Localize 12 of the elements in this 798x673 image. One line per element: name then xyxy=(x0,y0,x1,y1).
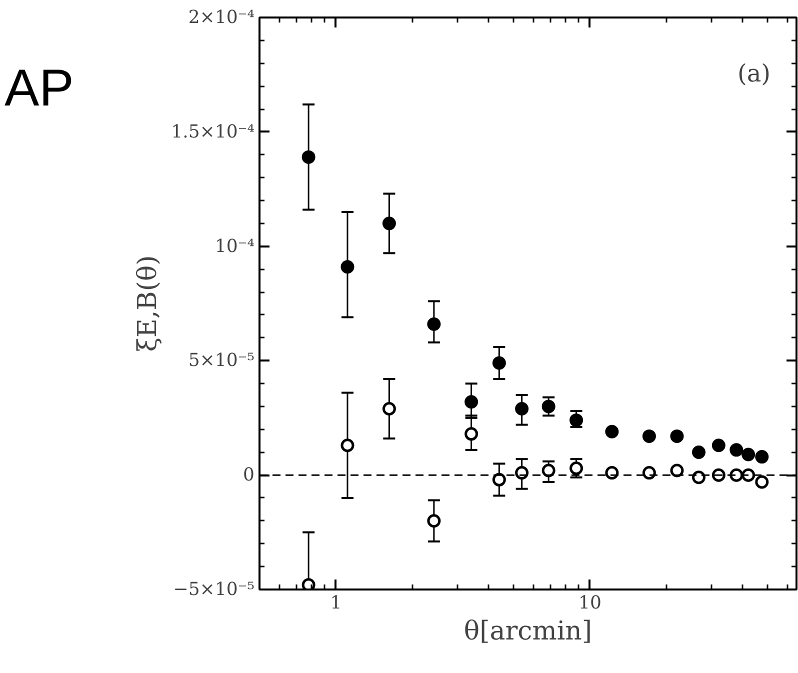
x-tick-label: 10 xyxy=(578,592,602,614)
y-axis-title: ξE,B(θ) xyxy=(133,255,164,352)
x-axis-title: θ[arcmin] xyxy=(464,616,592,646)
y-tick-label: 0 xyxy=(243,464,254,486)
y-tick-label: 5×10⁻⁵ xyxy=(188,350,254,372)
y-tick-label: −5×10⁻⁵ xyxy=(173,579,255,600)
text: AP xyxy=(4,60,74,118)
y-tick-label: 1.5×10⁻⁴ xyxy=(171,121,255,142)
y-tick-label: 10⁻⁴ xyxy=(214,236,255,257)
y-tick-label: 2×10⁻⁴ xyxy=(188,7,254,28)
x-tick-label: 1 xyxy=(330,592,342,614)
annotation: (a) xyxy=(737,60,771,88)
